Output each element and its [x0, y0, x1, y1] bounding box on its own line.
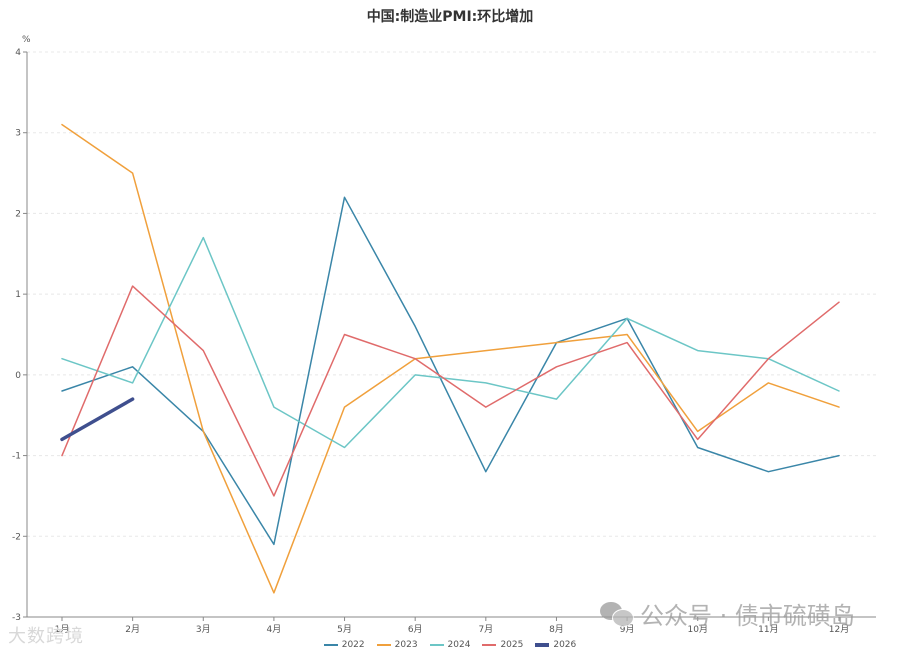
x-tick-label: 2月	[125, 624, 140, 635]
series-lines	[60, 123, 840, 594]
x-tick-label: 10月	[688, 624, 708, 635]
x-tick-label: 5月	[337, 624, 352, 635]
legend: 2022 2023 2024 2025 2026	[0, 640, 900, 650]
series-line-2026[interactable]	[60, 397, 135, 442]
series-line-2024[interactable]	[61, 236, 840, 449]
series-line-2022[interactable]	[61, 196, 840, 546]
watermark-left: 大数跨境	[8, 626, 84, 647]
x-tick-label: 12月	[829, 624, 849, 635]
series-line-2023[interactable]	[61, 123, 840, 594]
legend-item-2022[interactable]: 2022	[323, 640, 365, 650]
y-tick-label: -2	[12, 532, 21, 542]
x-tick-label: 7月	[478, 624, 493, 635]
chart-title: 中国:制造业PMI:环比增加	[366, 9, 534, 25]
wechat-icon	[600, 600, 634, 628]
legend-item-2023[interactable]: 2023	[376, 640, 418, 650]
y-tick-label: 3	[15, 129, 21, 139]
legend-label: 2024	[447, 640, 471, 650]
legend-swatch-icon	[429, 644, 444, 646]
y-tick-label: 2	[15, 209, 21, 219]
legend-swatch-icon	[376, 644, 391, 646]
y-tick-label: 4	[15, 48, 21, 58]
axes: 4 3 2 1 0 -1 -2 -3 1月 2月 3月 4月 5月 6月 7月 8月 9月 10月 11月 12月	[12, 48, 876, 635]
x-tick-label: 11月	[758, 624, 778, 635]
legend-label: 2026	[553, 640, 577, 650]
x-tick-label: 9月	[620, 624, 635, 635]
legend-swatch-icon	[323, 644, 338, 646]
y-tick-label: 0	[15, 371, 21, 381]
legend-swatch-icon	[535, 643, 550, 647]
watermark-right-text: 公众号 · 债市硫磺岛	[640, 602, 855, 630]
legend-label: 2023	[394, 640, 418, 650]
legend-label: 2025	[500, 640, 524, 650]
y-axis-unit: %	[22, 35, 31, 45]
x-tick-label: 6月	[408, 624, 423, 635]
legend-item-2025[interactable]: 2025	[482, 640, 523, 650]
x-tick-label: 1月	[55, 624, 70, 635]
x-tick-label: 3月	[196, 624, 211, 635]
legend-item-2026[interactable]: 2026	[535, 640, 576, 650]
x-tick-label: 8月	[549, 624, 564, 635]
y-tick-label: 1	[15, 290, 21, 300]
series-line-2025[interactable]	[61, 285, 840, 497]
x-tick-label: 4月	[267, 624, 282, 635]
watermark-right: 公众号 · 债市硫磺岛	[600, 596, 855, 631]
legend-label: 2022	[341, 640, 365, 650]
legend-item-2024[interactable]: 2024	[429, 640, 471, 650]
legend-swatch-icon	[482, 644, 497, 646]
y-tick-label: -1	[12, 452, 21, 462]
gridlines	[27, 51, 876, 537]
y-tick-label: -3	[12, 613, 21, 623]
